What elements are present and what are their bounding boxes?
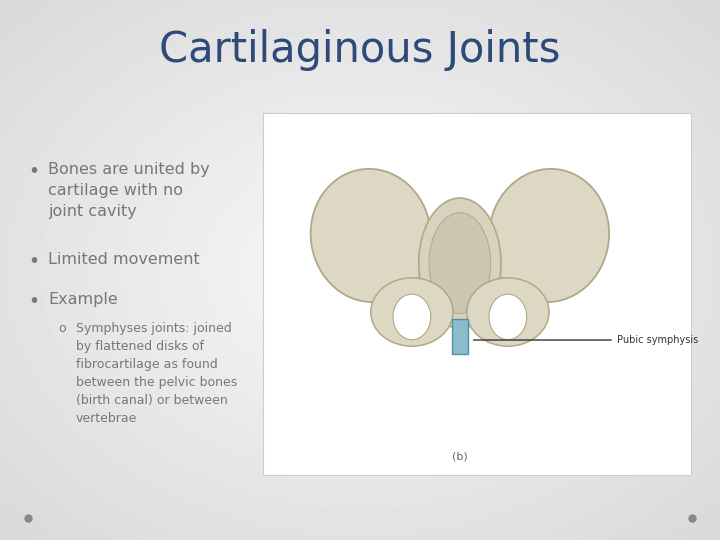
Text: (b): (b) <box>452 451 468 461</box>
Text: Bones are united by
cartilage with no
joint cavity: Bones are united by cartilage with no jo… <box>48 162 210 219</box>
Text: •: • <box>28 162 39 181</box>
Ellipse shape <box>429 213 491 314</box>
Text: Cartilaginous Joints: Cartilaginous Joints <box>159 29 561 71</box>
Ellipse shape <box>489 169 609 302</box>
Ellipse shape <box>467 278 549 346</box>
Ellipse shape <box>371 278 453 346</box>
Bar <box>263 113 691 475</box>
Ellipse shape <box>393 294 431 340</box>
Bar <box>452 319 467 354</box>
Ellipse shape <box>489 294 527 340</box>
Ellipse shape <box>310 169 431 302</box>
Text: o: o <box>58 322 66 335</box>
Text: •: • <box>28 252 39 271</box>
Text: Limited movement: Limited movement <box>48 252 199 267</box>
Ellipse shape <box>419 198 501 328</box>
Text: Pubic symphysis: Pubic symphysis <box>617 335 698 345</box>
Text: •: • <box>28 292 39 311</box>
Text: Example: Example <box>48 292 118 307</box>
Text: Symphyses joints: joined
by flattened disks of
fibrocartilage as found
between t: Symphyses joints: joined by flattened di… <box>76 322 238 425</box>
